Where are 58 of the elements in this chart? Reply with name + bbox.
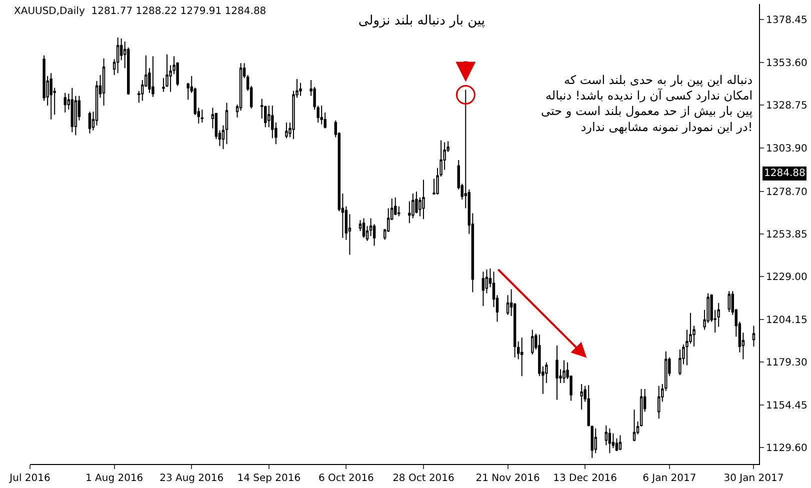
candlestick: [64, 92, 66, 114]
candlestick: [152, 56, 154, 98]
candlestick: [299, 82, 302, 96]
candlestick: [285, 122, 288, 139]
candlestick: [632, 409, 636, 442]
candlestick: [200, 109, 204, 123]
annotation: XAUUSD,Daily 1281.77 1288.22 1279.91 1284.88: [14, 6, 266, 17]
x-tick-label: 14 Sep 2016: [237, 473, 301, 484]
candlestick: [678, 348, 682, 376]
candlestick: [88, 111, 92, 134]
candlestick: [116, 37, 120, 74]
annotation: دنباله این پین بار به حدی بلند است که امکان ندارد کسی آن را ندیده باشد! دنباله پین بار بیش از حد معمول بلند است و حتی در این نمودار نمونه مشابهی ندارد!: [541, 73, 753, 134]
candlestick: [50, 72, 52, 120]
candlestick: [362, 218, 366, 238]
text: پین بار دنباله بلند نزولی: [358, 14, 486, 29]
candlestick: [580, 384, 583, 410]
y-tick-label: 1179.30: [766, 358, 808, 369]
y-tick-label: 1129.60: [766, 443, 808, 454]
x-tick-label: Jul 2016: [8, 473, 50, 484]
y-tick-label: 1278.70: [766, 186, 808, 198]
x-tick-label: 6 Oct 2016: [318, 473, 374, 484]
candlestick: [658, 385, 660, 420]
candlestick: [394, 196, 397, 216]
y-tick-label: 1328.75: [766, 100, 808, 112]
candlestick: [70, 87, 74, 133]
candlestick: [422, 179, 425, 220]
y-tick-label: 1253.85: [766, 230, 808, 240]
x-tick-label: 21 Nov 2016: [476, 473, 540, 484]
y-tick-label: 1229.00: [766, 272, 808, 284]
candlestick: [320, 105, 323, 125]
candlestick: [594, 428, 597, 454]
x-tick-label: 1 Aug 2016: [85, 473, 144, 484]
x-tick-label: 13 Dec 2016: [553, 473, 618, 484]
candlestick: [615, 438, 618, 452]
candlestick: [562, 360, 566, 384]
y-tick-label: 1353.60: [766, 58, 808, 69]
x-tick-label: 28 Oct 2016: [392, 473, 454, 484]
candlestick: [752, 325, 756, 348]
candlestick: [728, 290, 730, 312]
candlestick: [618, 434, 622, 451]
candlestick: [42, 54, 46, 102]
candlestick: [612, 432, 615, 449]
candlestick: [102, 58, 106, 106]
x-tick-label: 6 Jan 2017: [642, 473, 696, 484]
y-tick-label: 1303.90: [766, 143, 808, 154]
candlestick: [520, 337, 524, 377]
candlestick: [556, 345, 558, 400]
y-tick-label: 1204.15: [766, 314, 808, 326]
candlestick: [482, 271, 485, 306]
candlestick: [412, 193, 414, 219]
y-tick-label: 1378.45: [766, 15, 808, 26]
candlestick: [608, 428, 612, 454]
x-tick-label: 23 Aug 2016: [160, 473, 224, 484]
candlestick: [225, 102, 228, 145]
candlestick: [531, 329, 534, 355]
text: 1284.88: [764, 168, 806, 179]
y-tick-label: 1154.45: [766, 400, 808, 412]
x-tick-label: 30 Jan 2017: [724, 473, 784, 484]
